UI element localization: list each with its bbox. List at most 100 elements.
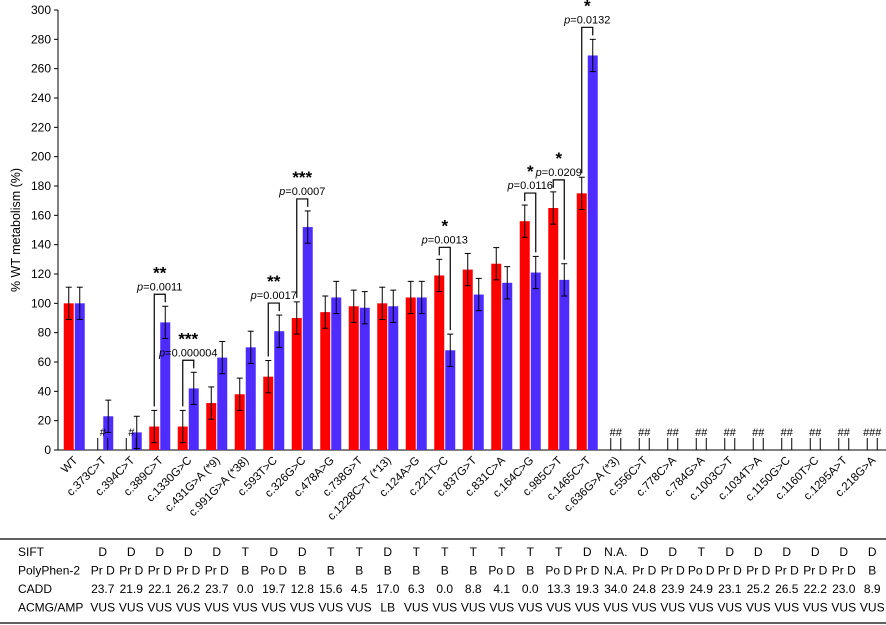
bar-red bbox=[377, 303, 388, 450]
bar-blue bbox=[245, 347, 256, 450]
table-cell: VUS bbox=[632, 601, 657, 615]
bar-red bbox=[63, 303, 74, 450]
y-tick-label: 280 bbox=[31, 32, 51, 46]
table-cell: T bbox=[413, 545, 421, 559]
bar-blue bbox=[445, 350, 456, 450]
table-cell: VUS bbox=[489, 601, 514, 615]
table-cell: D bbox=[725, 545, 734, 559]
table-cell: VUS bbox=[119, 601, 144, 615]
table-cell: 6.3 bbox=[408, 582, 425, 596]
table-cell: T bbox=[356, 545, 364, 559]
table-row-label: CADD bbox=[18, 582, 52, 596]
table-cell: VUS bbox=[774, 601, 799, 615]
bar-blue bbox=[331, 297, 342, 450]
y-tick-label: 200 bbox=[31, 150, 51, 164]
table-cell: VUS bbox=[404, 601, 429, 615]
table-cell: B bbox=[441, 564, 449, 578]
table-cell: VUS bbox=[803, 601, 828, 615]
table-cell: Po D bbox=[545, 564, 572, 578]
table-cell: T bbox=[555, 545, 563, 559]
bar-blue bbox=[416, 297, 427, 450]
table-cell: D bbox=[383, 545, 392, 559]
table-cell: B bbox=[469, 564, 477, 578]
table-cell: 23.9 bbox=[661, 582, 685, 596]
hash-mark: ## bbox=[610, 427, 623, 439]
bar-red bbox=[405, 297, 416, 450]
table-cell: 21.9 bbox=[120, 582, 144, 596]
y-tick-label: 40 bbox=[38, 384, 52, 398]
annotations: # # ## ## ## ## ## ## ## ## ## ###p=0.0011**p=0.000… bbox=[97, 0, 882, 450]
table-cell: D bbox=[98, 545, 107, 559]
hash-mark: ## bbox=[695, 427, 708, 439]
table-cell: T bbox=[698, 545, 706, 559]
significance-bracket bbox=[153, 293, 166, 407]
table-cell: 34.0 bbox=[604, 582, 628, 596]
hash-mark: ## bbox=[724, 427, 737, 439]
table-cell: 24.9 bbox=[690, 582, 714, 596]
table-cell: B bbox=[526, 564, 534, 578]
p-value-label: p=0.0013 bbox=[421, 234, 468, 246]
table-cell: 26.5 bbox=[775, 582, 799, 596]
table-cell: Pr D bbox=[119, 564, 143, 578]
table-cell: VUS bbox=[290, 601, 315, 615]
table-cell: D bbox=[127, 545, 136, 559]
table-cell: Po D bbox=[260, 564, 287, 578]
table-cell: B bbox=[868, 564, 876, 578]
table-cell: 23.7 bbox=[91, 582, 115, 596]
table-cell: VUS bbox=[603, 601, 628, 615]
prediction-table: SIFT D D D D D T D D T T D T T T T T T D N.A. D D T D D D D D D PolyP… bbox=[0, 538, 886, 624]
table-cell: 25.2 bbox=[747, 582, 771, 596]
table-cell: D bbox=[754, 545, 763, 559]
table-cell: 0.0 bbox=[436, 582, 453, 596]
table-cell: VUS bbox=[90, 601, 115, 615]
bar-red bbox=[348, 306, 359, 450]
x-tick-label: WT bbox=[59, 455, 80, 476]
table-cell: B bbox=[241, 564, 249, 578]
table-cell: VUS bbox=[432, 601, 457, 615]
table-cell: VUS bbox=[233, 601, 258, 615]
table-cell: T bbox=[327, 545, 335, 559]
hash-mark: ### bbox=[863, 427, 882, 439]
table-cell: D bbox=[811, 545, 820, 559]
table-cell: B bbox=[384, 564, 392, 578]
bar-red bbox=[234, 394, 245, 450]
table-cell: 23.1 bbox=[718, 582, 742, 596]
table-cell: D bbox=[155, 545, 164, 559]
table-cell: 23.0 bbox=[832, 582, 856, 596]
table-cell: Pr D bbox=[176, 564, 200, 578]
table-row-label: SIFT bbox=[18, 545, 45, 559]
bar-red bbox=[320, 312, 331, 450]
hash-mark: ## bbox=[752, 427, 765, 439]
bars bbox=[63, 38, 598, 451]
significance-stars: *** bbox=[178, 329, 198, 348]
table-cell: Pr D bbox=[91, 564, 115, 578]
table-cell: 17.0 bbox=[376, 582, 400, 596]
significance-bracket bbox=[182, 359, 195, 407]
y-tick-label: 80 bbox=[38, 326, 52, 340]
significance-stars: * bbox=[584, 0, 591, 15]
significance-stars: * bbox=[555, 149, 562, 168]
axes: 0 20 40 60 80 100 120 140 160 180 200 220 240 260 280 3… bbox=[9, 3, 886, 457]
table-cell: VUS bbox=[660, 601, 685, 615]
table-cell: B bbox=[412, 564, 420, 578]
y-tick-label: 260 bbox=[31, 62, 51, 76]
hash-mark: ## bbox=[781, 427, 794, 439]
table-cell: D bbox=[583, 545, 592, 559]
table-cell: B bbox=[298, 564, 306, 578]
p-value-label: p=0.0132 bbox=[563, 14, 610, 26]
table-cell: VUS bbox=[461, 601, 486, 615]
table-cell: D bbox=[298, 545, 307, 559]
bar-blue bbox=[587, 55, 598, 450]
bar-blue bbox=[274, 331, 285, 450]
table-cell: B bbox=[327, 564, 335, 578]
table-cell: D bbox=[868, 545, 877, 559]
table-cell: VUS bbox=[176, 601, 201, 615]
table-cell: Pr D bbox=[148, 564, 172, 578]
table-cell: VUS bbox=[689, 601, 714, 615]
table-cell: VUS bbox=[204, 601, 229, 615]
table-cell: B bbox=[355, 564, 363, 578]
table-cell: 12.8 bbox=[291, 582, 315, 596]
table-cell: Pr D bbox=[661, 564, 685, 578]
table-cell: VUS bbox=[831, 601, 856, 615]
